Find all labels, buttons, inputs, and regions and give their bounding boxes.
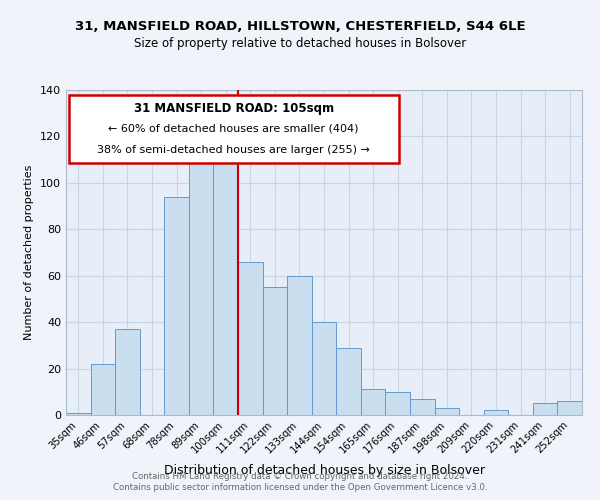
- Bar: [361, 390, 385, 415]
- Text: Contains public sector information licensed under the Open Government Licence v3: Contains public sector information licen…: [113, 484, 487, 492]
- Text: 38% of semi-detached houses are larger (255) →: 38% of semi-detached houses are larger (…: [97, 145, 370, 155]
- Text: 31, MANSFIELD ROAD, HILLSTOWN, CHESTERFIELD, S44 6LE: 31, MANSFIELD ROAD, HILLSTOWN, CHESTERFI…: [74, 20, 526, 33]
- Text: ← 60% of detached houses are smaller (404): ← 60% of detached houses are smaller (40…: [109, 124, 359, 134]
- Bar: [115, 329, 140, 415]
- Bar: [557, 401, 582, 415]
- Bar: [410, 399, 434, 415]
- Bar: [263, 288, 287, 415]
- Bar: [189, 141, 214, 415]
- Bar: [66, 412, 91, 415]
- Text: Size of property relative to detached houses in Bolsover: Size of property relative to detached ho…: [134, 38, 466, 51]
- X-axis label: Distribution of detached houses by size in Bolsover: Distribution of detached houses by size …: [163, 464, 485, 477]
- Bar: [214, 152, 238, 415]
- FancyBboxPatch shape: [68, 95, 399, 163]
- Bar: [91, 364, 115, 415]
- Bar: [287, 276, 312, 415]
- Bar: [484, 410, 508, 415]
- Bar: [164, 197, 189, 415]
- Bar: [238, 262, 263, 415]
- Text: Contains HM Land Registry data © Crown copyright and database right 2024.: Contains HM Land Registry data © Crown c…: [132, 472, 468, 481]
- Bar: [312, 322, 336, 415]
- Bar: [434, 408, 459, 415]
- Bar: [385, 392, 410, 415]
- Bar: [533, 404, 557, 415]
- Y-axis label: Number of detached properties: Number of detached properties: [25, 165, 34, 340]
- Bar: [336, 348, 361, 415]
- Text: 31 MANSFIELD ROAD: 105sqm: 31 MANSFIELD ROAD: 105sqm: [134, 102, 334, 114]
